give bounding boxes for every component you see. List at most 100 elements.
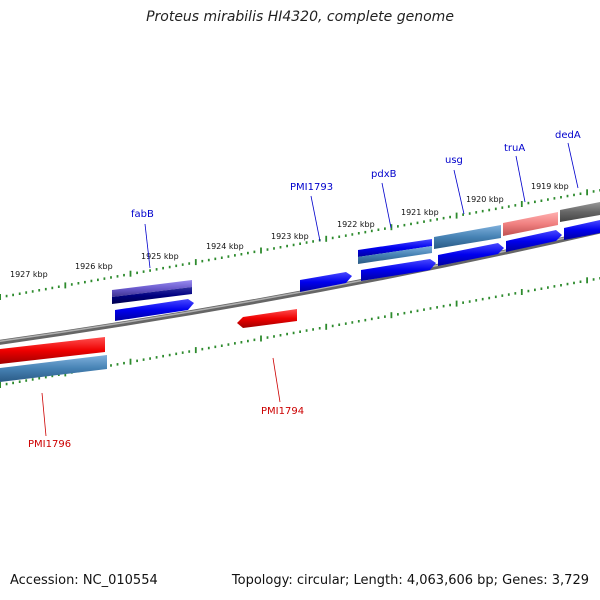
cds-PMI1793-arrow[interactable] bbox=[300, 272, 352, 292]
minor-tick bbox=[573, 193, 575, 197]
leader-pdxB bbox=[381, 182, 392, 229]
minor-tick bbox=[25, 291, 28, 294]
major-tick bbox=[390, 224, 393, 231]
cds-usg-arrow[interactable] bbox=[438, 243, 504, 266]
minor-tick bbox=[38, 289, 41, 292]
minor-tick bbox=[286, 332, 288, 336]
major-tick bbox=[586, 189, 588, 196]
minor-tick bbox=[286, 244, 288, 248]
minor-tick bbox=[234, 254, 236, 257]
minor-tick bbox=[77, 282, 80, 285]
minor-tick bbox=[364, 230, 367, 234]
gene-pdxB-feature[interactable] bbox=[358, 239, 432, 257]
major-tick bbox=[390, 312, 393, 319]
minor-tick bbox=[357, 232, 360, 235]
gene-label-fabB[interactable]: fabB bbox=[131, 209, 154, 220]
minor-tick bbox=[416, 309, 419, 313]
minor-tick bbox=[540, 287, 543, 290]
minor-tick bbox=[553, 197, 556, 200]
gene-fabB-feature-dark[interactable] bbox=[112, 287, 192, 304]
minor-tick bbox=[384, 227, 386, 230]
cds-fabB-arrow[interactable] bbox=[115, 299, 194, 321]
minor-tick bbox=[168, 353, 171, 357]
gene-label-truA[interactable]: truA bbox=[504, 143, 525, 154]
minor-tick bbox=[442, 216, 445, 220]
minor-tick bbox=[136, 271, 138, 275]
minor-tick bbox=[234, 342, 236, 345]
minor-tick bbox=[416, 221, 419, 225]
cds-truA-arrow[interactable] bbox=[506, 230, 562, 252]
minor-tick bbox=[149, 269, 151, 272]
gene-labels: fabB PMI1793 pdxB usg truA dedA PMI1794 … bbox=[28, 130, 581, 450]
minor-tick bbox=[410, 222, 412, 226]
minor-tick bbox=[18, 380, 21, 383]
minor-tick bbox=[253, 250, 256, 254]
label-leaders bbox=[41, 142, 579, 437]
major-tick bbox=[0, 294, 1, 300]
minor-tick bbox=[475, 299, 478, 302]
gene-fabB-feature[interactable] bbox=[112, 280, 192, 297]
minor-tick bbox=[299, 242, 301, 245]
leader-usg bbox=[453, 169, 465, 215]
gene-PMI1796-feature[interactable] bbox=[0, 355, 107, 382]
minor-tick bbox=[123, 361, 125, 365]
major-tick bbox=[455, 212, 458, 219]
minor-tick bbox=[136, 359, 138, 363]
minor-tick bbox=[31, 378, 34, 381]
major-tick bbox=[325, 323, 328, 330]
minor-tick bbox=[318, 327, 321, 330]
cds-dedA-arrow[interactable] bbox=[564, 220, 600, 240]
minor-tick bbox=[116, 363, 119, 366]
scale-label: 1927 kbp bbox=[10, 270, 48, 279]
major-tick bbox=[129, 358, 132, 365]
cds-pdxB-arrow[interactable] bbox=[361, 259, 436, 281]
minor-tick bbox=[305, 329, 308, 332]
minor-tick bbox=[534, 200, 536, 204]
minor-tick bbox=[279, 246, 282, 249]
minor-tick bbox=[494, 295, 497, 299]
minor-tick bbox=[579, 280, 582, 283]
minor-tick bbox=[253, 338, 256, 342]
minor-tick bbox=[38, 377, 41, 380]
gene-label-pdxB[interactable]: pdxB bbox=[371, 169, 397, 180]
minor-tick bbox=[266, 248, 269, 251]
minor-tick bbox=[481, 297, 484, 301]
minor-tick bbox=[364, 318, 367, 322]
minor-tick bbox=[273, 335, 275, 338]
minor-tick bbox=[292, 243, 295, 247]
gene-label-dedA[interactable]: dedA bbox=[555, 130, 581, 141]
minor-tick bbox=[579, 192, 582, 195]
leader-PMI1794 bbox=[272, 357, 281, 403]
minor-tick bbox=[560, 196, 562, 199]
gene-label-usg[interactable]: usg bbox=[445, 155, 463, 166]
minor-tick bbox=[51, 374, 54, 378]
minor-tick bbox=[468, 212, 471, 215]
gene-dedA-feature[interactable] bbox=[560, 202, 600, 222]
gene-truA-feature[interactable] bbox=[503, 212, 558, 236]
topology-text: Topology: circular; Length: 4,063,606 bp… bbox=[231, 573, 589, 588]
minor-tick bbox=[566, 194, 569, 198]
cds-PMI1794-arrow[interactable] bbox=[237, 309, 297, 328]
minor-tick bbox=[116, 275, 119, 278]
minor-tick bbox=[397, 225, 399, 228]
minor-tick bbox=[534, 288, 536, 292]
cds-PMI1796-arrow[interactable] bbox=[0, 337, 105, 364]
minor-tick bbox=[123, 273, 125, 277]
minor-tick bbox=[273, 247, 275, 250]
minor-tick bbox=[188, 350, 191, 353]
gene-label-PMI1796[interactable]: PMI1796 bbox=[28, 439, 71, 450]
minor-tick bbox=[31, 290, 34, 293]
minor-tick bbox=[103, 277, 106, 280]
gene-usg-feature[interactable] bbox=[434, 225, 501, 249]
minor-tick bbox=[423, 308, 425, 311]
gene-label-PMI1794[interactable]: PMI1794 bbox=[261, 406, 304, 417]
leader-fabB bbox=[144, 223, 151, 269]
minor-tick bbox=[573, 281, 575, 285]
minor-tick bbox=[540, 199, 543, 202]
minor-tick bbox=[449, 303, 451, 307]
gene-label-PMI1793[interactable]: PMI1793 bbox=[290, 182, 333, 193]
minor-tick bbox=[338, 323, 341, 326]
minor-tick bbox=[351, 233, 354, 236]
gene-pdxB-feature-steel[interactable] bbox=[358, 246, 432, 264]
minor-tick bbox=[403, 223, 406, 227]
